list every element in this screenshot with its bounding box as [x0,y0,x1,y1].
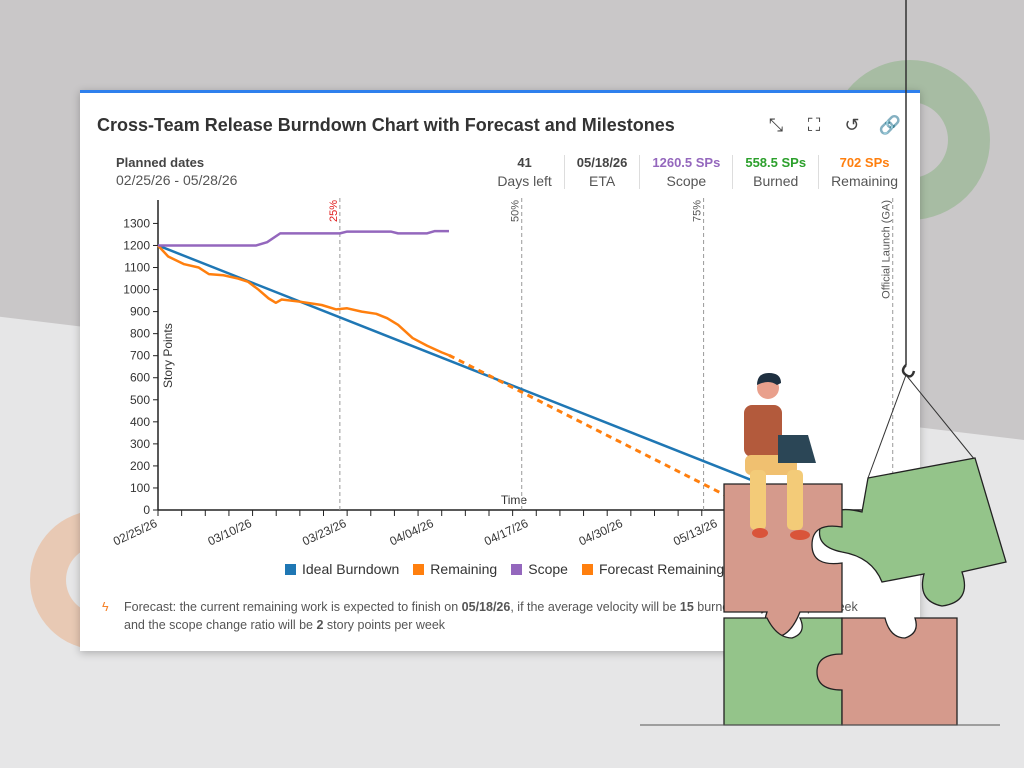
planned-dates-value: 02/25/26 - 05/28/26 [116,172,238,188]
y-tick-label: 900 [130,305,150,319]
stat-label: ETA [588,173,616,189]
legend-item[interactable]: Scope [511,561,568,577]
fullscreen-icon[interactable]: ⛶ [807,114,821,135]
y-tick-label: 200 [130,459,150,473]
x-tick-label: 03/23/26 [300,516,349,549]
planned-dates: Planned dates 02/25/26 - 05/28/26 [116,155,237,188]
stats-bar: 41 Days left 05/18/26 ETA 1260.5 SPs Scope 558… [485,155,910,189]
forecast-text: Forecast: the current remaining work is … [124,600,462,614]
stat-burned: 558.5 SPs Burned [732,155,818,189]
legend-item[interactable]: Remaining [413,561,497,577]
series-remaining [157,244,450,357]
y-tick-label: 1000 [123,283,150,297]
link-icon[interactable]: 🔗 [878,114,902,135]
burndown-chart: 0 100 200 300 400 500 600 700 800 900 1000 1100 1200… [111,198,900,549]
milestone-label: Official Launch (GA) [881,200,893,299]
refresh-icon[interactable]: ↺ [844,114,860,135]
y-tick-label: 1200 [123,238,150,252]
legend-swatch [413,563,425,575]
y-tick-label: 800 [130,327,150,341]
milestone-label: 50% [510,200,522,222]
stat-days-left: 41 Days left [485,155,563,189]
y-tick-label: 0 [143,503,150,517]
stat-label: Burned [753,173,799,189]
legend-label: Ideal Burndown [302,561,400,577]
legend-item[interactable]: Ideal Burndown [285,561,399,577]
y-tick-label: 400 [130,415,150,429]
y-tick-label: 700 [130,349,150,363]
stat-label: Remaining [831,173,898,189]
x-axis-label: Time [501,493,528,507]
forecast-scope-ratio: 2 [316,618,324,632]
x-tick-label: 02/25/26 [111,516,160,549]
stat-scope: 1260.5 SPs Scope [639,155,732,189]
collapse-icon[interactable]: ⤡ [768,114,784,135]
toolbar: ⤡ ⛶ ↺ 🔗 [764,113,902,137]
y-tick-label: 1100 [124,261,150,275]
lightning-icon: ϟ [102,600,109,614]
y-tick-label: 100 [130,481,150,495]
legend-label: Forecast Remaining [598,561,725,577]
x-tick-label: 04/04/26 [387,516,436,549]
legend-label: Remaining [430,561,498,577]
legend-swatch [581,563,593,575]
milestone-label: 25% [328,200,340,222]
x-tick-label: 04/30/26 [577,516,626,549]
planned-dates-label: Planned dates [116,155,205,170]
y-tick-label: 600 [130,371,150,385]
stat-label: Days left [497,173,552,189]
stat-value: 702 SPs [839,155,890,170]
x-tick-label: 03/10/26 [206,516,255,549]
legend-label: Scope [528,561,568,577]
chart-legend: Ideal Burndown Remaining Scope Forecast Rem… [285,561,724,577]
forecast-text: , if the average velocity will be [510,600,680,614]
forecast-velocity: 15 [679,600,694,614]
stat-label: Scope [666,173,707,189]
y-tick-label: 300 [130,437,150,451]
stat-value: 05/18/26 [576,155,628,170]
legend-swatch [511,563,523,575]
chart-title: Cross-Team Release Burndown Chart with F… [97,115,675,135]
y-tick-label: 1300 [123,216,150,230]
forecast-note: ϟ Forecast: the current remaining work i… [102,598,864,634]
stat-eta: 05/18/26 ETA [563,155,640,189]
burndown-card: Cross-Team Release Burndown Chart with F… [80,90,920,651]
stat-remaining: 702 SPs Remaining [818,155,910,189]
forecast-text: story points per week [323,618,446,632]
x-tick-label: 05/13/26 [671,516,720,549]
x-tick-label: 04/17/26 [482,516,531,549]
forecast-eta: 05/18/26 [461,600,511,614]
milestone-label: 75% [692,200,704,222]
stat-value: 1260.5 SPs [652,155,721,170]
y-axis-label: Story Points [161,323,175,388]
legend-swatch [285,563,296,575]
stat-value: 558.5 SPs [745,155,807,170]
legend-item[interactable]: Forecast Remaining [581,561,725,577]
y-tick-label: 500 [130,393,150,407]
stat-value: 41 [517,155,532,170]
series-forecast-remaining [448,353,756,512]
series-scope [158,229,449,247]
